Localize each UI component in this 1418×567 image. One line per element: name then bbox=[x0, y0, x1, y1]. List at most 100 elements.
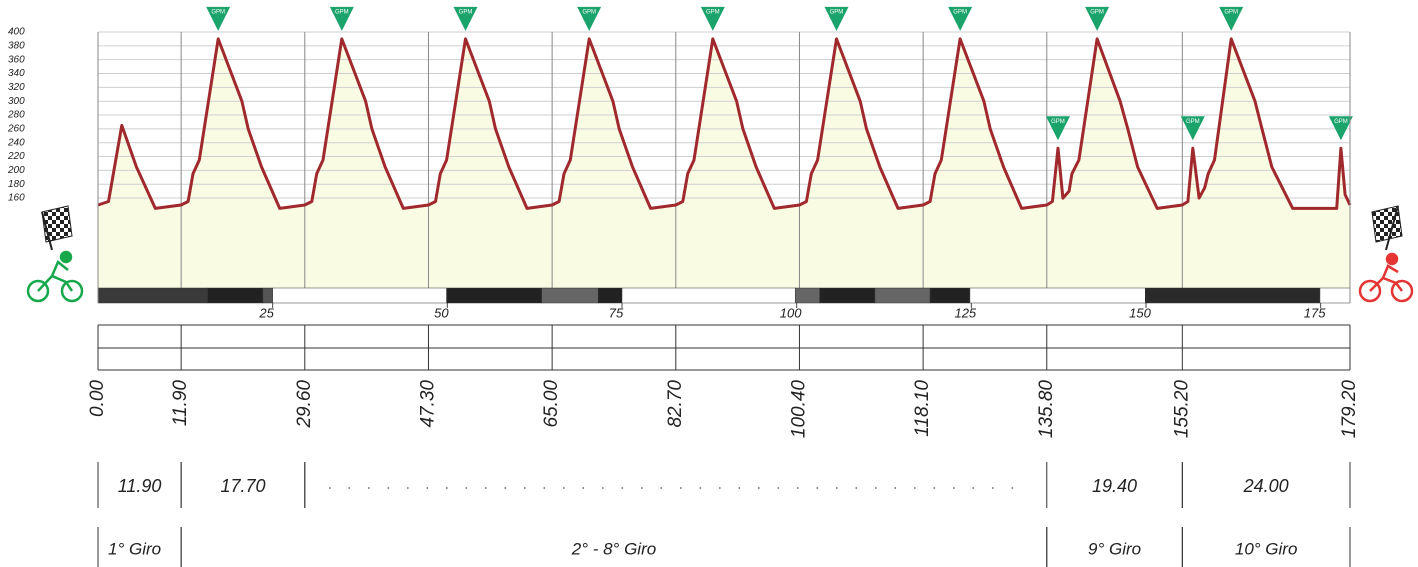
gpm-label: GPM bbox=[830, 9, 844, 15]
lap-mark-label: 29.60 bbox=[294, 380, 315, 429]
lap-name: 10° Giro bbox=[1235, 539, 1298, 558]
dot bbox=[777, 487, 780, 489]
gpm-marker bbox=[577, 6, 602, 31]
strip-segment bbox=[929, 287, 971, 304]
dot bbox=[328, 487, 331, 489]
gpm-label: GPM bbox=[1334, 119, 1348, 125]
dot bbox=[406, 487, 409, 489]
dot bbox=[465, 487, 468, 489]
x-tick-label: 100 bbox=[780, 305, 802, 320]
y-tick-label: 340 bbox=[8, 68, 25, 79]
gpm-marker bbox=[700, 6, 725, 31]
strip-segment bbox=[1319, 287, 1351, 304]
lap-length: 24.00 bbox=[1243, 476, 1289, 496]
y-tick-label: 380 bbox=[8, 40, 25, 51]
strip-segment bbox=[874, 287, 931, 304]
dot bbox=[718, 487, 721, 489]
lap-mark-label: 47.30 bbox=[417, 380, 438, 428]
dot bbox=[484, 487, 487, 489]
y-tick-label: 200 bbox=[7, 165, 25, 176]
x-tick-label: 125 bbox=[954, 305, 976, 320]
dot bbox=[601, 487, 604, 489]
profile-line bbox=[97, 37, 1352, 210]
y-tick-label: 220 bbox=[7, 151, 25, 162]
dot bbox=[543, 487, 546, 489]
gpm-marker bbox=[1180, 116, 1205, 141]
strip-segment bbox=[621, 287, 796, 304]
x-tick-label: 150 bbox=[1129, 305, 1151, 320]
lap-mark-label: 135.80 bbox=[1036, 380, 1057, 439]
dot bbox=[348, 487, 351, 489]
gpm-label: GPM bbox=[211, 9, 225, 15]
strip-segment bbox=[207, 287, 264, 304]
lap-name: 1° Giro bbox=[108, 539, 161, 558]
y-tick-label: 260 bbox=[7, 124, 25, 135]
lap-mark-label: 118.10 bbox=[912, 380, 933, 437]
lap-length: 17.70 bbox=[220, 476, 265, 496]
y-tick-label: 160 bbox=[8, 193, 25, 204]
lap-name: 2° - 8° Giro bbox=[571, 539, 656, 558]
dot bbox=[621, 487, 624, 489]
lap-length: 19.40 bbox=[1092, 476, 1137, 496]
lap-mark-label: 82.70 bbox=[665, 380, 686, 428]
gpm-marker bbox=[329, 6, 354, 31]
gpm-label: GPM bbox=[582, 9, 596, 15]
dot bbox=[835, 487, 838, 489]
dot bbox=[660, 487, 663, 489]
dot bbox=[952, 487, 955, 489]
y-tick-label: 280 bbox=[7, 110, 25, 121]
gpm-marker bbox=[1085, 6, 1110, 31]
y-tick-label: 400 bbox=[8, 27, 25, 38]
lap-length: 11.90 bbox=[118, 476, 162, 496]
dot bbox=[699, 487, 702, 489]
dot bbox=[738, 487, 741, 489]
gpm-label: GPM bbox=[1186, 119, 1200, 125]
dot bbox=[933, 487, 936, 489]
y-tick-label: 240 bbox=[7, 137, 25, 148]
strip-segment bbox=[795, 287, 820, 304]
strip-segment bbox=[541, 287, 599, 304]
y-tick-label: 180 bbox=[8, 179, 25, 190]
dot bbox=[816, 487, 819, 489]
dot bbox=[757, 487, 760, 489]
dot bbox=[796, 487, 799, 489]
finish-cyclist bbox=[1358, 252, 1414, 303]
strip-segment bbox=[819, 287, 876, 304]
strip-segment bbox=[597, 287, 623, 304]
dot bbox=[504, 487, 507, 489]
gpm-label: GPM bbox=[459, 9, 473, 15]
start-flag bbox=[41, 205, 73, 251]
gpm-marker bbox=[948, 6, 973, 31]
dot bbox=[1011, 487, 1014, 489]
dot bbox=[426, 487, 429, 489]
dot bbox=[445, 487, 448, 489]
lap-mark-label: 0.00 bbox=[87, 380, 108, 417]
strip-segment bbox=[446, 287, 542, 304]
y-tick-label: 300 bbox=[8, 96, 25, 107]
lap-mark-label: 155.20 bbox=[1171, 380, 1192, 439]
gpm-label: GPM bbox=[706, 9, 720, 15]
gpm-label: GPM bbox=[335, 9, 349, 15]
x-tick-label: 25 bbox=[258, 305, 274, 320]
strip-segment bbox=[97, 287, 208, 304]
y-tick-label: 360 bbox=[8, 54, 25, 65]
dot bbox=[582, 487, 585, 489]
gpm-marker bbox=[824, 6, 849, 31]
dot bbox=[874, 487, 877, 489]
dot bbox=[991, 487, 994, 489]
strip-segment bbox=[1145, 287, 1321, 304]
dot bbox=[972, 487, 975, 489]
dot bbox=[640, 487, 643, 489]
dot bbox=[894, 487, 897, 489]
lap-name: 9° Giro bbox=[1088, 539, 1141, 558]
dot bbox=[562, 487, 565, 489]
finish-flag bbox=[1371, 205, 1403, 251]
gpm-label: GPM bbox=[953, 9, 967, 15]
gpm-marker bbox=[453, 6, 478, 31]
gpm-label: GPM bbox=[1224, 9, 1238, 15]
gpm-marker bbox=[206, 6, 231, 31]
dot bbox=[367, 487, 370, 489]
x-tick-label: 50 bbox=[434, 305, 449, 320]
